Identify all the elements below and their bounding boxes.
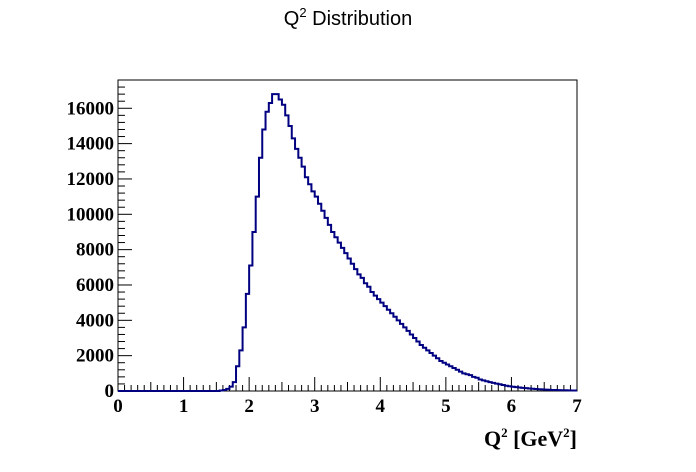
y-axis-tick-labels: 0 2000 4000 6000 8000 10000 12000 14000 16000 — [67, 98, 115, 402]
x-axis-tick-labels: 0 1 2 3 4 5 6 7 — [113, 396, 582, 417]
x-tick-label: 1 — [179, 396, 189, 417]
chart-title: Q2 Distribution — [284, 5, 412, 30]
x-tick-label: 7 — [572, 396, 582, 417]
plot-frame — [117, 79, 578, 392]
x-tick-label: 4 — [376, 396, 386, 417]
y-tick-label: 10000 — [67, 204, 115, 225]
y-tick-label: 16000 — [67, 98, 115, 119]
x-axis-title: Q2 [GeV2] — [484, 425, 577, 451]
histogram-series-line — [118, 93, 577, 392]
y-tick-label: 14000 — [67, 134, 115, 155]
x-tick-label: 3 — [310, 396, 320, 417]
x-tick-label: 0 — [113, 396, 123, 417]
y-tick-label: 6000 — [76, 275, 114, 296]
x-tick-label: 2 — [244, 396, 254, 417]
x-tick-label: 5 — [441, 396, 451, 417]
x-tick-label: 6 — [507, 396, 517, 417]
y-axis-ticks — [118, 79, 132, 392]
y-tick-label: 8000 — [76, 240, 114, 261]
y-tick-label: 4000 — [76, 310, 114, 331]
x-axis-ticks — [117, 377, 578, 391]
y-tick-label: 0 — [105, 381, 115, 402]
y-tick-label: 12000 — [67, 169, 115, 190]
y-tick-label: 2000 — [76, 346, 114, 367]
